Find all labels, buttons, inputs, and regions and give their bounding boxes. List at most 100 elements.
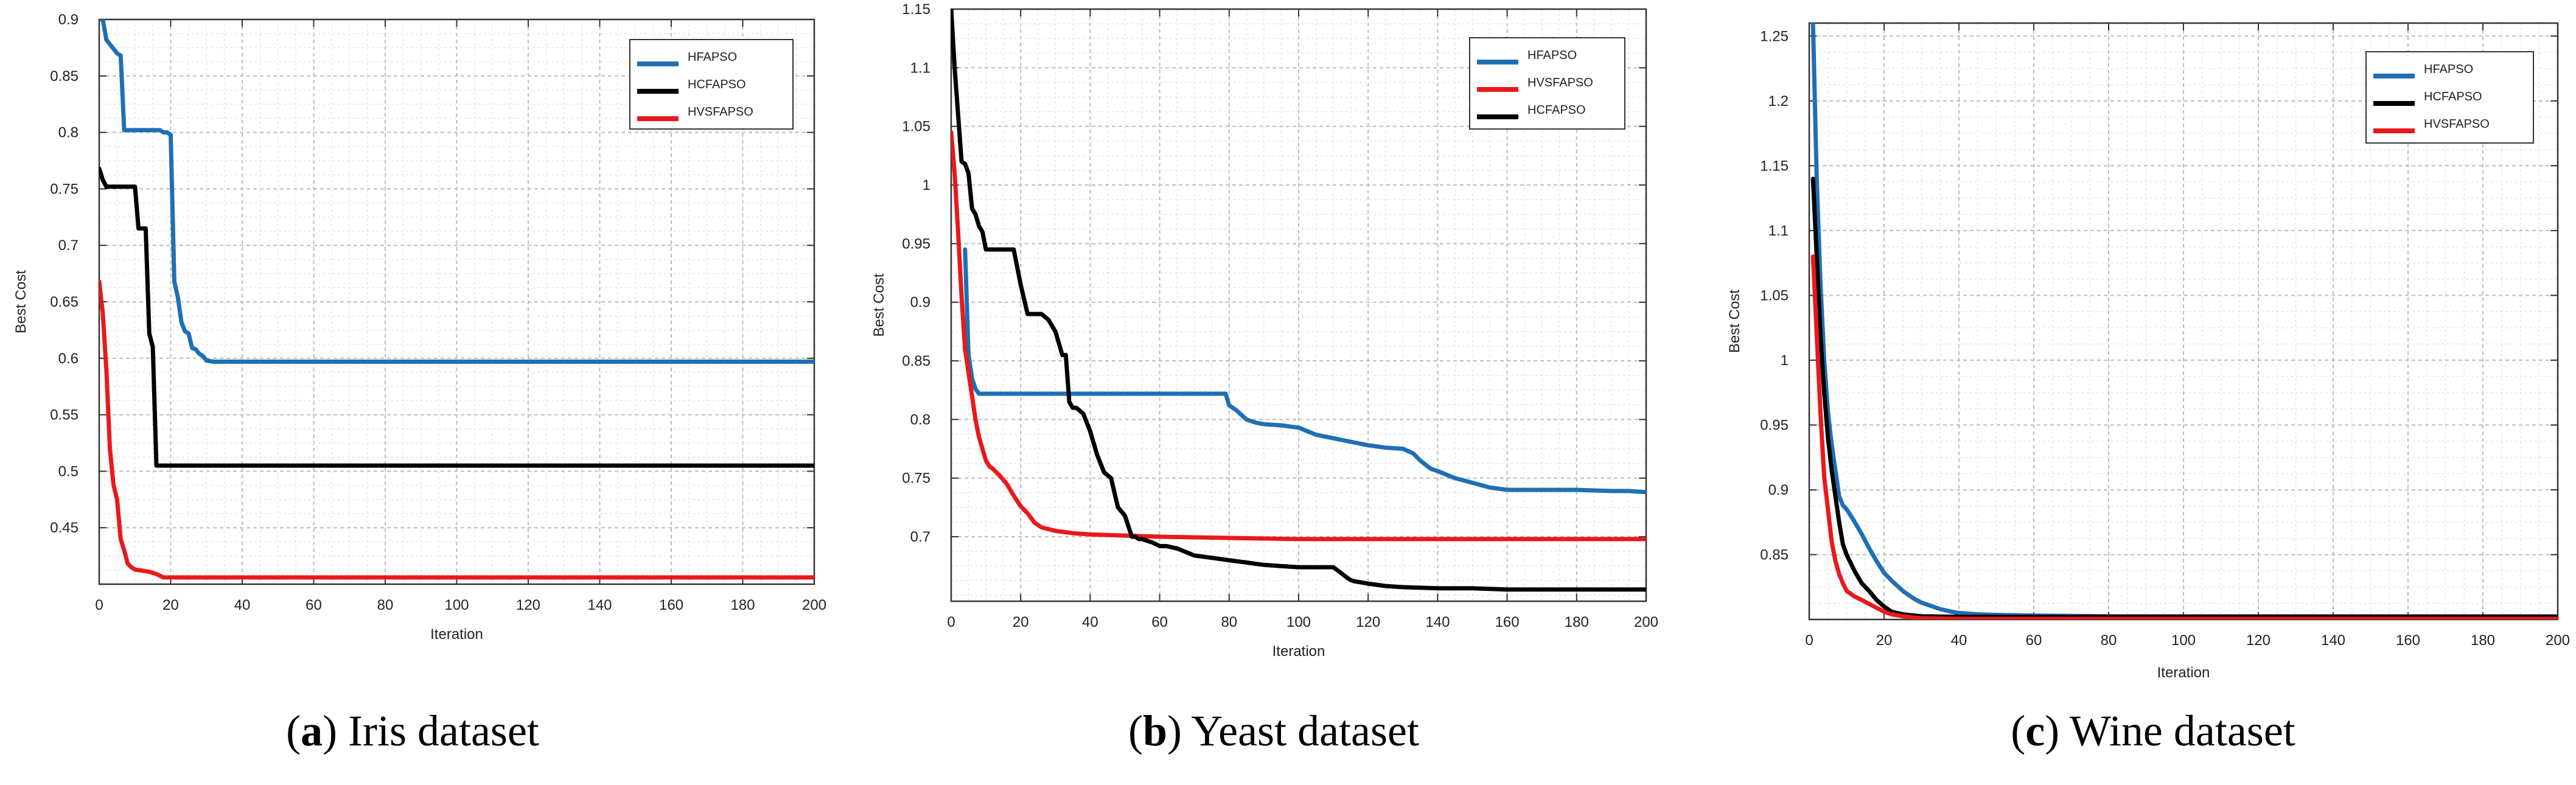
- series-group: [1810, 23, 2558, 619]
- y-tick-label: 1.05: [902, 119, 930, 135]
- x-tick-label: 20: [1876, 632, 1893, 649]
- caption-text: ) Iris dataset: [323, 706, 539, 755]
- x-tick-label: 60: [2026, 632, 2042, 649]
- series-line-hfapso: [99, 19, 814, 364]
- y-tick-label: 0.5: [58, 463, 79, 480]
- legend: HFAPSO HVSFAPSO HCFAPSO: [1469, 37, 1625, 130]
- y-tick-label: 1.1: [910, 60, 930, 76]
- y-tick-label: 1.25: [1760, 28, 1789, 44]
- y-tick-label: 0.85: [902, 353, 930, 369]
- caption-text: ) Wine dataset: [2045, 706, 2295, 755]
- x-tick-label: 200: [2546, 632, 2570, 649]
- x-tick-label: 60: [305, 597, 322, 613]
- x-tick-label: 80: [377, 597, 394, 613]
- legend-label: HFAPSO: [2424, 63, 2473, 76]
- y-tick-label: 0.75: [50, 181, 79, 197]
- x-tick-label: 100: [444, 597, 469, 613]
- y-tick-label: 1.2: [1768, 93, 1789, 110]
- chart-panel: 0 20 40 60 80 100 120 140 160 180 200 0.45 0.5 0.55 0.…: [13, 12, 826, 755]
- caption-open: (: [286, 706, 301, 755]
- x-tick-label: 140: [587, 597, 612, 613]
- y-tick-label: 0.7: [58, 237, 79, 254]
- caption-open: (: [2011, 706, 2025, 755]
- series-group: [951, 9, 1646, 592]
- y-tick-label: 0.9: [1768, 482, 1789, 498]
- chart-panel: 0 20 40 60 80 100 120 140 160 180 200 0.85 0.9 0.95 1 1…: [1726, 22, 2570, 755]
- x-tick-label: 140: [2321, 632, 2345, 649]
- x-tick-label: 160: [1495, 614, 1520, 630]
- x-tick-label: 120: [1356, 614, 1380, 630]
- x-tick-label: 80: [1221, 614, 1237, 630]
- caption-text: ) Yeast dataset: [1167, 706, 1419, 755]
- y-tick-label: 0.95: [1760, 417, 1789, 433]
- legend-box: [629, 39, 794, 130]
- caption: (a) Iris dataset: [286, 706, 539, 755]
- caption-open: (: [1128, 706, 1143, 755]
- x-tick-label: 0: [1805, 632, 1813, 649]
- series-group: [99, 19, 814, 580]
- x-tick-label: 100: [2171, 632, 2196, 649]
- x-tick-label: 60: [1151, 614, 1168, 630]
- y-tick-label: 1.15: [1760, 158, 1789, 174]
- y-tick-label: 1: [1781, 352, 1789, 369]
- x-tick-label: 200: [1634, 614, 1658, 630]
- legend-label: HCFAPSO: [2424, 90, 2482, 103]
- x-tick-label: 180: [1565, 614, 1589, 630]
- y-tick-label: 0.6: [58, 351, 79, 367]
- legend-label: HFAPSO: [688, 51, 737, 64]
- caption: (b) Yeast dataset: [1128, 706, 1419, 755]
- x-tick-label: 20: [1013, 614, 1029, 630]
- series-line-hcfapso: [1810, 176, 2558, 619]
- y-tick-label: 0.45: [50, 520, 79, 536]
- x-axis-label: Iteration: [1272, 643, 1325, 660]
- y-tick-label: 0.85: [1760, 546, 1789, 563]
- x-axis-label: Iteration: [2157, 665, 2210, 681]
- legend-label: HFAPSO: [1527, 49, 1577, 62]
- caption-letter: b: [1143, 706, 1167, 755]
- caption-letter: a: [301, 706, 323, 755]
- legend-box: [1469, 37, 1625, 130]
- x-tick-label: 40: [1082, 614, 1098, 630]
- series-line-hvsfapso: [951, 130, 1646, 542]
- legend: HFAPSO HCFAPSO HVSFAPSO: [2365, 51, 2534, 144]
- x-tick-label: 180: [2471, 632, 2495, 649]
- y-tick-label: 1: [923, 177, 930, 194]
- x-tick-label: 0: [95, 597, 103, 613]
- y-axis-label: Best Cost: [13, 270, 29, 333]
- x-tick-label: 40: [1951, 632, 1967, 649]
- chart-panel: 0 20 40 60 80 100 120 140 160 180 200 0.7 0.75 0.8 0.8…: [871, 1, 1658, 755]
- y-axis-label: Best Cost: [871, 273, 887, 337]
- x-tick-label: 180: [730, 597, 755, 613]
- x-tick-label: 160: [659, 597, 683, 613]
- series-line-hcfapso: [99, 166, 814, 468]
- legend-box: [2365, 51, 2534, 144]
- x-tick-label: 160: [2396, 632, 2420, 649]
- legend-label: HVSFAPSO: [2424, 117, 2490, 131]
- legend-label: HCFAPSO: [1527, 103, 1586, 117]
- x-tick-label: 120: [2246, 632, 2271, 649]
- y-tick-label: 0.8: [58, 125, 79, 141]
- y-tick-label: 0.85: [50, 68, 79, 85]
- x-tick-label: 0: [947, 614, 955, 630]
- x-tick-label: 20: [162, 597, 179, 613]
- series-line-hvsfapso: [1810, 254, 2558, 619]
- y-tick-label: 1.05: [1760, 287, 1789, 304]
- y-tick-label: 0.75: [902, 470, 930, 487]
- x-tick-label: 120: [516, 597, 540, 613]
- series-line-hfapso: [963, 247, 1646, 495]
- y-tick-label: 0.9: [58, 12, 79, 28]
- y-tick-label: 1.1: [1768, 223, 1789, 239]
- x-tick-label: 40: [234, 597, 251, 613]
- series-line-hvsfapso: [99, 279, 814, 580]
- y-tick-label: 0.95: [902, 236, 930, 252]
- x-tick-label: 200: [802, 597, 826, 613]
- series-line-hcfapso: [951, 9, 1646, 592]
- y-axis-label: Best Cost: [1726, 290, 1743, 353]
- y-tick-label: 1.15: [902, 1, 930, 18]
- y-tick-label: 0.65: [50, 294, 79, 310]
- x-tick-label: 140: [1425, 614, 1450, 630]
- y-tick-label: 0.55: [50, 407, 79, 424]
- caption-letter: c: [2025, 706, 2045, 755]
- legend-label: HVSFAPSO: [688, 105, 753, 119]
- y-tick-label: 0.8: [910, 411, 930, 428]
